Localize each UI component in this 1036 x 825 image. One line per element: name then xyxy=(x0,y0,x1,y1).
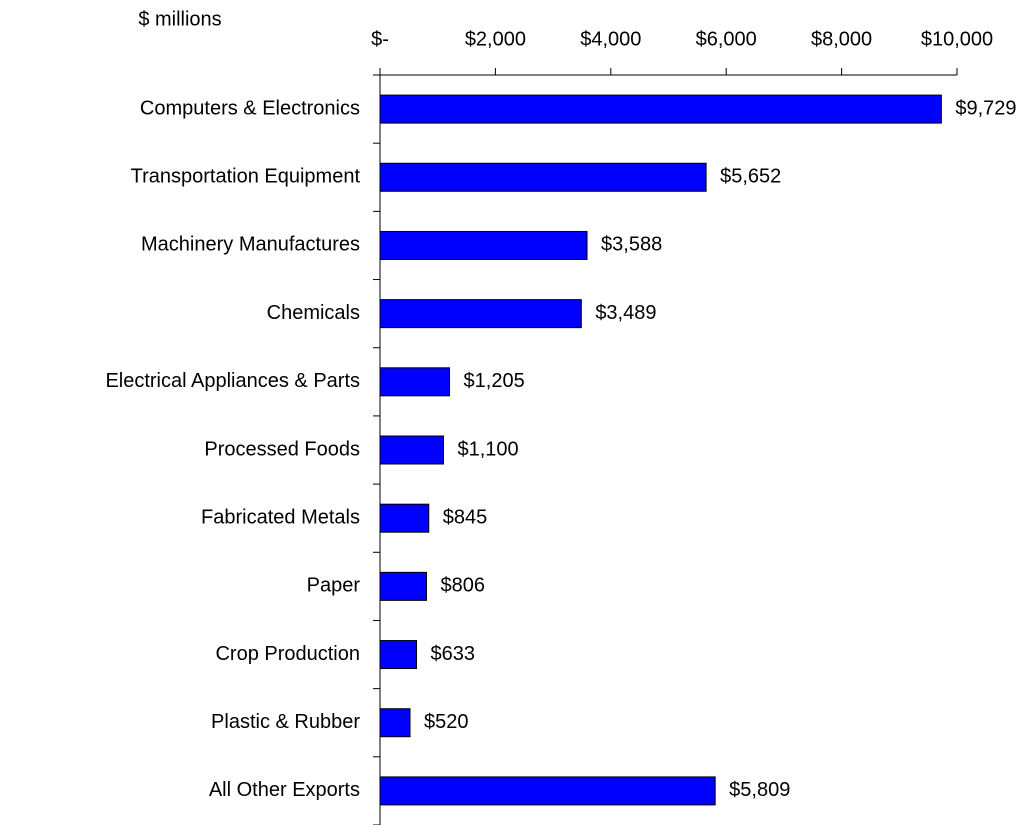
x-tick-label: $2,000 xyxy=(465,28,526,50)
bar xyxy=(379,571,428,601)
value-label: $633 xyxy=(431,643,476,665)
bar xyxy=(379,708,411,738)
y-tick-label: Electrical Appliances & Parts xyxy=(105,370,360,392)
y-tick-label: Fabricated Metals xyxy=(201,506,360,528)
value-label: $1,100 xyxy=(457,438,518,460)
bar xyxy=(379,776,716,806)
y-tick-label: Machinery Manufactures xyxy=(141,234,360,256)
y-tick-label: Plastic & Rubber xyxy=(211,711,360,733)
bar xyxy=(379,230,588,260)
bar xyxy=(379,640,418,670)
bar xyxy=(379,435,444,465)
value-label: $3,588 xyxy=(601,234,662,256)
value-label: $3,489 xyxy=(595,302,656,324)
x-tick-label: $- xyxy=(371,28,389,50)
value-label: $1,205 xyxy=(464,370,525,392)
value-label: $520 xyxy=(424,711,469,733)
value-label: $5,809 xyxy=(729,779,790,801)
bar xyxy=(379,299,582,329)
y-tick-label: Chemicals xyxy=(267,302,360,324)
x-tick-label: $4,000 xyxy=(580,28,641,50)
axis-unit-label: $ millions xyxy=(138,8,221,30)
x-tick-label: $8,000 xyxy=(811,28,872,50)
x-tick-label: $10,000 xyxy=(921,28,993,50)
bar xyxy=(379,94,942,124)
bar xyxy=(379,367,451,397)
value-label: $5,652 xyxy=(720,166,781,188)
value-label: $806 xyxy=(441,575,486,597)
y-tick-label: Transportation Equipment xyxy=(131,166,361,188)
y-tick-label: Processed Foods xyxy=(204,438,360,460)
y-tick-label: Computers & Electronics xyxy=(140,97,360,119)
bar xyxy=(379,162,707,192)
value-label: $845 xyxy=(443,506,488,528)
value-label: $9,729 xyxy=(955,97,1016,119)
y-tick-label: Paper xyxy=(307,575,361,597)
y-tick-label: Crop Production xyxy=(215,643,360,665)
bar xyxy=(379,503,430,533)
x-tick-label: $6,000 xyxy=(696,28,757,50)
y-tick-label: All Other Exports xyxy=(209,779,360,801)
